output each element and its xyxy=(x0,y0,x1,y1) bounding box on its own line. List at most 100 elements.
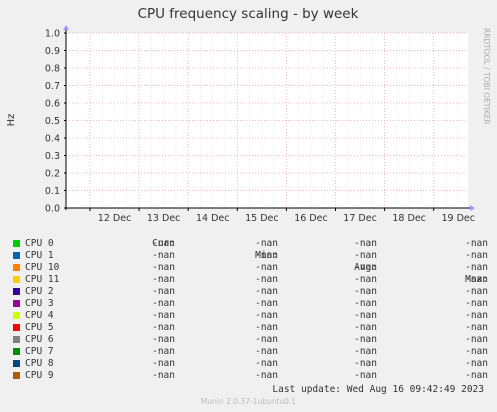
legend-row: CPU 0 -nan -nan -nan -nan xyxy=(12,238,488,250)
legend-min-value: -nan xyxy=(255,334,278,345)
legend-color-swatch xyxy=(13,288,20,295)
header-max: Max: xyxy=(465,274,488,285)
legend-series-name: CPU 9 xyxy=(25,370,54,381)
legend-cur-value: -nan xyxy=(152,370,175,381)
legend-max-value: -nan xyxy=(465,250,488,261)
legend-avg-value: -nan xyxy=(354,346,377,357)
legend-cur-value: -nan xyxy=(152,298,175,309)
x-tick-label: 19 Dec xyxy=(442,213,476,224)
legend-row: CPU 6 -nan -nan -nan -nan xyxy=(12,334,488,346)
y-tick-label: 0.4 xyxy=(45,134,60,145)
header-cur: Cur: xyxy=(152,238,175,249)
legend-color-swatch xyxy=(13,312,20,319)
legend-min-value: -nan xyxy=(255,274,278,285)
header-avg: Avg: xyxy=(354,262,377,273)
legend-avg-value: -nan xyxy=(354,334,377,345)
legend-max-value: -nan xyxy=(465,334,488,345)
legend-series-name: CPU 10 xyxy=(25,262,60,273)
x-tick-label: 14 Dec xyxy=(196,213,230,224)
legend-max-value: -nan xyxy=(465,286,488,297)
legend-row: CPU 4 -nan -nan -nan -nan xyxy=(12,310,488,322)
legend-header: Cur: Min: Avg: Max: xyxy=(12,226,488,285)
legend-color-swatch xyxy=(13,348,20,355)
y-tick-label: 0.8 xyxy=(45,64,60,75)
legend-series-name: CPU 4 xyxy=(25,310,54,321)
legend-min-value: -nan xyxy=(255,286,278,297)
legend-color-swatch xyxy=(13,336,20,343)
legend-max-value: -nan xyxy=(465,238,488,249)
legend-cur-value: -nan xyxy=(152,310,175,321)
rrdtool-watermark: RRDTOOL / TOBI OETIKER xyxy=(482,28,491,125)
legend-max-value: -nan xyxy=(465,274,488,285)
legend-row: CPU 2 -nan -nan -nan -nan xyxy=(12,286,488,298)
legend-series-name: CPU 5 xyxy=(25,322,54,333)
legend-avg-value: -nan xyxy=(354,322,377,333)
y-tick-label: 1.0 xyxy=(45,29,60,40)
grid xyxy=(66,32,468,208)
x-tick-label: 15 Dec xyxy=(245,213,279,224)
legend-series-name: CPU 11 xyxy=(25,274,60,285)
legend-series-name: CPU 2 xyxy=(25,286,54,297)
y-tick-label: 0.7 xyxy=(45,81,60,92)
legend-color-swatch xyxy=(13,276,20,283)
legend-series-name: CPU 3 xyxy=(25,298,54,309)
x-tick-label: 17 Dec xyxy=(343,213,377,224)
legend-cur-value: -nan xyxy=(152,238,175,249)
legend-avg-value: -nan xyxy=(354,262,377,273)
y-tick-label: 0.6 xyxy=(45,99,60,110)
legend-cur-value: -nan xyxy=(152,274,175,285)
legend-color-swatch xyxy=(13,324,20,331)
y-tick-label: 0.2 xyxy=(45,169,60,180)
munin-version: Munin 2.0.37-1ubuntu0.1 xyxy=(200,397,297,406)
y-tick-label: 0.5 xyxy=(45,116,60,127)
legend-series-name: CPU 1 xyxy=(25,250,54,261)
legend-cur-value: -nan xyxy=(152,334,175,345)
legend-color-swatch xyxy=(13,252,20,259)
legend-max-value: -nan xyxy=(465,298,488,309)
y-tick-label: 0.0 xyxy=(45,204,60,215)
legend-min-value: -nan xyxy=(255,322,278,333)
legend-cur-value: -nan xyxy=(152,322,175,333)
legend-max-value: -nan xyxy=(465,322,488,333)
legend-min-value: -nan xyxy=(255,250,278,261)
y-axis: 0.0 0.1 0.2 0.3 0.4 0.5 0.6 0.7 0.8 0.9 1.0 xyxy=(45,29,66,215)
legend-avg-value: -nan xyxy=(354,250,377,261)
legend-cur-value: -nan xyxy=(152,286,175,297)
y-tick-label: 0.3 xyxy=(45,151,60,162)
legend-min-value: -nan xyxy=(255,310,278,321)
legend-row: CPU 1 -nan -nan -nan -nan xyxy=(12,250,488,262)
y-tick-label: 0.1 xyxy=(45,186,60,197)
legend-avg-value: -nan xyxy=(354,358,377,369)
legend-series-name: CPU 0 xyxy=(25,238,54,249)
legend-row: CPU 3 -nan -nan -nan -nan xyxy=(12,298,488,310)
header-min: Min: xyxy=(255,250,278,261)
legend-min-value: -nan xyxy=(255,358,278,369)
legend-min-value: -nan xyxy=(255,262,278,273)
chart-title: CPU frequency scaling - by week xyxy=(138,6,359,22)
x-tick-label: 16 Dec xyxy=(294,213,328,224)
legend-avg-value: -nan xyxy=(354,238,377,249)
legend-row: CPU 9 -nan -nan -nan -nan xyxy=(12,370,488,382)
x-tick-label: 13 Dec xyxy=(147,213,181,224)
legend-row: CPU 7 -nan -nan -nan -nan xyxy=(12,346,488,358)
legend-min-value: -nan xyxy=(255,346,278,357)
legend-avg-value: -nan xyxy=(354,298,377,309)
legend-series-name: CPU 6 xyxy=(25,334,54,345)
legend-row: CPU 8 -nan -nan -nan -nan xyxy=(12,358,488,370)
legend-cur-value: -nan xyxy=(152,250,175,261)
legend-rows: CPU 0 -nan -nan -nan -nan CPU 1 -nan -nan -nan -n… xyxy=(12,238,488,382)
legend-series-name: CPU 8 xyxy=(25,358,54,369)
legend-max-value: -nan xyxy=(465,346,488,357)
legend-cur-value: -nan xyxy=(152,262,175,273)
y-axis-arrow xyxy=(63,25,69,30)
x-axis-arrow xyxy=(470,205,475,211)
legend-avg-value: -nan xyxy=(354,286,377,297)
x-axis: 12 Dec 13 Dec 14 Dec 15 Dec 16 Dec 17 Dec 18 D… xyxy=(89,208,476,224)
legend-avg-value: -nan xyxy=(354,310,377,321)
legend: Cur: Min: Avg: Max: CPU 0 -nan -nan -nan -na… xyxy=(12,226,488,382)
x-tick-label: 18 Dec xyxy=(392,213,426,224)
legend-max-value: -nan xyxy=(465,262,488,273)
legend-color-swatch xyxy=(13,240,20,247)
legend-max-value: -nan xyxy=(465,310,488,321)
